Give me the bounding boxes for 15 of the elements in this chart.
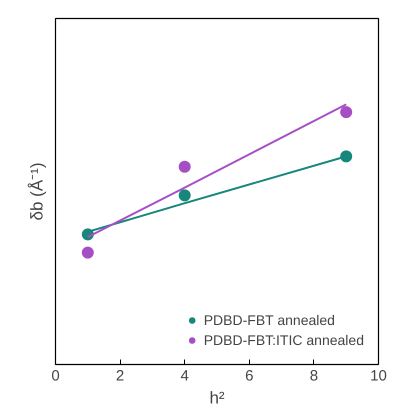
x-tick-label: 8: [310, 368, 318, 384]
point: [340, 150, 352, 162]
x-tick-label: 6: [245, 368, 254, 384]
legend-label: PDBD-FBT annealed: [204, 312, 335, 328]
point: [178, 160, 191, 173]
point: [340, 106, 352, 118]
x-tick-label: 10: [370, 368, 387, 384]
x-tick-label: 0: [51, 368, 60, 384]
legend-label: PDBD-FBT:ITIC annealed: [204, 332, 364, 348]
y-axis-title: δb (Å⁻¹): [28, 162, 46, 220]
point: [178, 189, 191, 202]
x-axis-title: h²: [209, 388, 225, 408]
x-tick-label: 4: [180, 368, 189, 384]
x-tick-label: 2: [116, 368, 124, 384]
point: [82, 246, 94, 259]
